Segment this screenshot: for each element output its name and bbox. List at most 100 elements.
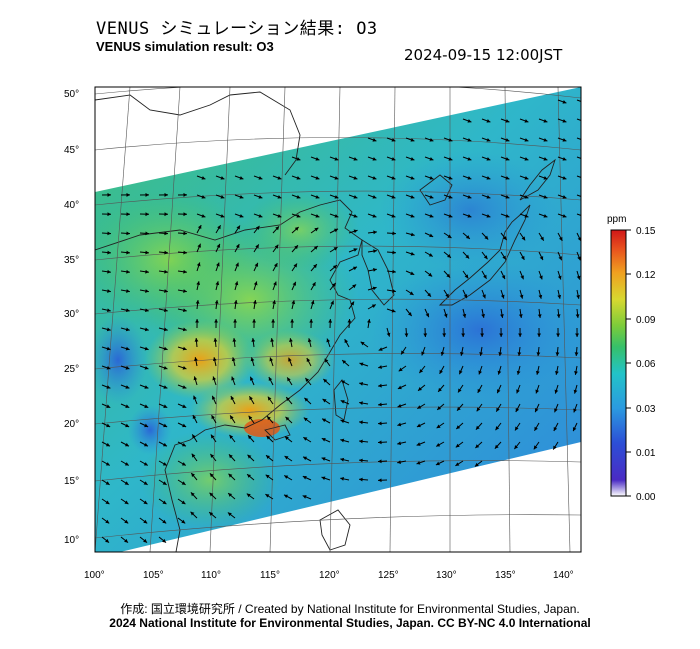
wind-arrow-head	[324, 358, 329, 363]
wind-arrow-head	[182, 423, 187, 428]
wind-arrow-head	[220, 195, 225, 199]
wind-arrow-head	[443, 313, 448, 318]
wind-arrow-head	[313, 264, 317, 269]
wind-arrow-head	[534, 426, 538, 431]
wind-arrow-head	[448, 195, 453, 199]
wind-vectors	[101, 99, 581, 544]
lon-label: 130°	[436, 570, 457, 581]
wind-arrow-head	[217, 225, 221, 230]
wind-arrow-head	[378, 402, 382, 407]
wind-arrow-head	[197, 243, 201, 248]
wind-arrow-head	[445, 293, 449, 298]
wind-arrow-head	[145, 269, 149, 274]
wind-arrow-head	[352, 284, 357, 289]
wind-arrow-head	[291, 300, 296, 305]
wind-arrow-head	[524, 157, 529, 161]
wind-arrow-head	[458, 388, 462, 393]
wind-arrow-head	[216, 243, 221, 248]
wind-arrow-head	[359, 458, 363, 463]
wind-arrow-head	[296, 176, 301, 180]
lon-label: 140°	[553, 570, 574, 581]
wind-arrow-head	[359, 439, 363, 444]
wind-arrow-head	[562, 157, 567, 161]
wind-arrow-head	[239, 195, 244, 199]
wind-arrow-head	[125, 423, 130, 428]
title-japanese: VENUS シミュレーション結果: O3	[96, 19, 378, 39]
wind-arrow-head	[554, 408, 558, 413]
wind-arrow-head	[252, 319, 257, 323]
wind-arrow-head	[562, 214, 567, 218]
wind-arrow-head	[340, 438, 345, 443]
wind-arrow-head	[323, 378, 328, 383]
wind-arrow-head	[407, 312, 412, 317]
wind-arrow-head	[518, 333, 522, 337]
wind-arrow-head	[572, 427, 577, 432]
wind-arrow-head	[359, 420, 363, 425]
wind-arrow-head	[230, 415, 234, 420]
wind-arrow-head	[182, 385, 187, 389]
wind-arrow-head	[353, 195, 358, 199]
wind-arrow-head	[144, 423, 149, 428]
wind-arrow-head	[181, 462, 186, 466]
wind-arrow-head	[419, 369, 424, 374]
wind-arrow-head	[520, 275, 524, 280]
wind-arrow-head	[258, 195, 263, 199]
wind-arrow-head	[229, 434, 234, 439]
wind-arrow-head	[125, 365, 130, 370]
wind-arrow-head	[246, 493, 251, 498]
wind-arrow-head	[410, 232, 415, 237]
wind-arrow-head	[191, 453, 196, 458]
wind-arrow-head	[465, 254, 470, 259]
wind-arrow-head	[106, 385, 111, 389]
wind-arrow-head	[195, 319, 199, 323]
wind-arrow-head	[106, 365, 111, 370]
wind-arrow-head	[254, 262, 259, 267]
lat-label: 30°	[64, 309, 79, 320]
wind-arrow-head	[486, 157, 491, 161]
wind-arrow-head	[270, 338, 275, 342]
wind-arrow-head	[392, 289, 396, 293]
lon-label: 110°	[201, 570, 221, 581]
wind-arrow-head	[315, 214, 320, 218]
wind-arrow-head	[439, 369, 443, 374]
wind-arrow-head	[555, 371, 559, 375]
wind-arrow-head	[163, 346, 168, 351]
wind-arrow-head	[481, 313, 485, 318]
wind-arrow-head	[164, 231, 168, 236]
wind-arrow-head	[465, 235, 470, 239]
wind-arrow-head	[524, 214, 529, 218]
wind-arrow-head	[105, 538, 110, 543]
wind-arrow-head	[457, 406, 461, 411]
wind-arrow-head	[456, 425, 461, 429]
wind-arrow-head	[164, 269, 168, 274]
wind-arrow-head	[162, 500, 167, 505]
wind-arrow-head	[391, 308, 396, 313]
wind-arrow-head	[194, 338, 199, 342]
wind-arrow-head	[482, 294, 486, 299]
wind-arrow-head	[505, 214, 510, 218]
wind-arrow-head	[126, 289, 130, 293]
wind-arrow-head	[107, 193, 111, 197]
wind-arrow-head	[486, 138, 491, 142]
wind-arrow-head	[181, 519, 186, 524]
wind-arrow-head	[277, 195, 282, 199]
wind-arrow-head	[230, 395, 235, 400]
wind-arrow-head	[235, 244, 240, 249]
wind-arrow-head	[232, 338, 237, 342]
lat-label: 20°	[64, 419, 79, 430]
wind-arrow-head	[553, 445, 557, 450]
wind-arrow-head	[214, 319, 218, 323]
wind-arrow-head	[164, 289, 168, 293]
wind-arrow-head	[576, 294, 580, 299]
wind-arrow-head	[410, 271, 415, 275]
wind-arrow-head	[397, 441, 402, 446]
wind-arrow-head	[239, 176, 244, 180]
wind-arrow-head	[105, 462, 110, 466]
colorbar-label: 0.06	[636, 359, 656, 370]
wind-arrow-head	[334, 195, 339, 199]
wind-arrow-head	[543, 157, 548, 161]
wind-arrow-head	[162, 481, 167, 485]
wind-arrow-head	[126, 269, 130, 274]
wind-arrow	[576, 175, 581, 178]
